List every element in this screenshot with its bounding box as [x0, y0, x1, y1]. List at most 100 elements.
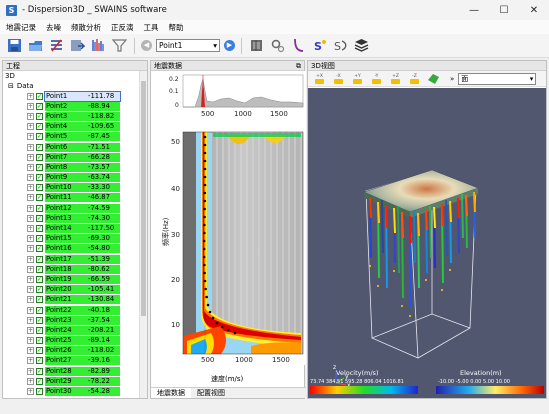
- 3d-viewport[interactable]: z y x Velocity(m/s) Elevation(m) 73.74 3…: [308, 88, 546, 398]
- tree-point-row[interactable]: + ✓ Point6 -71.51: [3, 142, 139, 152]
- tree-point-row[interactable]: + ✓ Point25 -89.14: [3, 336, 139, 346]
- waveform-icon[interactable]: [48, 37, 65, 54]
- point-select[interactable]: Point1 ▾: [156, 39, 220, 52]
- tree-point-row[interactable]: + ✓ Point10 -33.30: [3, 183, 139, 193]
- layers-tool-icon[interactable]: [248, 37, 265, 54]
- point-label[interactable]: Point21 -130.84: [45, 295, 120, 305]
- curve-tool-icon[interactable]: [290, 37, 307, 54]
- tree-point-row[interactable]: + ✓ Point12 -74.59: [3, 203, 139, 213]
- point-label[interactable]: Point2 -88.94: [45, 101, 120, 111]
- menu-tools[interactable]: 工具: [143, 22, 159, 32]
- tree-point-row[interactable]: + ✓ Point4 -109.65: [3, 122, 139, 132]
- point-checkbox[interactable]: ✓: [36, 153, 43, 161]
- next-point-icon[interactable]: ▶: [224, 40, 235, 51]
- point-label[interactable]: Point7 -66.28: [45, 152, 120, 162]
- menu-seismic-record[interactable]: 地震记录: [6, 22, 36, 32]
- tree-point-row[interactable]: + ✓ Point18 -80.62: [3, 264, 139, 274]
- expand-icon[interactable]: +: [27, 184, 34, 192]
- tree-point-row[interactable]: + ✓ Point29 -78.22: [3, 376, 139, 386]
- export-icon[interactable]: [69, 37, 86, 54]
- pick-tool-icon[interactable]: S: [311, 37, 328, 54]
- point-label[interactable]: Point30 -54.28: [45, 387, 120, 397]
- point-checkbox[interactable]: ✓: [36, 388, 43, 396]
- tree-point-row[interactable]: + ✓ Point7 -66.28: [3, 152, 139, 162]
- point-checkbox[interactable]: ✓: [36, 367, 43, 375]
- face-select[interactable]: 面 ▾: [458, 72, 537, 85]
- point-checkbox[interactable]: ✓: [36, 214, 43, 222]
- point-checkbox[interactable]: ✓: [36, 265, 43, 273]
- expand-icon[interactable]: +: [27, 286, 34, 294]
- tree-point-row[interactable]: + ✓ Point26 -118.02: [3, 346, 139, 356]
- point-checkbox[interactable]: ✓: [36, 163, 43, 171]
- expand-icon[interactable]: +: [27, 245, 34, 253]
- view-plus-x-button[interactable]: +X: [311, 72, 328, 85]
- point-checkbox[interactable]: ✓: [36, 316, 43, 324]
- tree-scrollbar[interactable]: [139, 71, 147, 398]
- spectrum-icon[interactable]: [90, 37, 107, 54]
- point-label[interactable]: Point9 -63.74: [45, 173, 120, 183]
- expand-icon[interactable]: +: [27, 123, 34, 131]
- point-label[interactable]: Point29 -78.22: [45, 376, 120, 386]
- point-label[interactable]: Point17 -51.39: [45, 254, 120, 264]
- point-label[interactable]: Point16 -54.80: [45, 244, 120, 254]
- settings-gear-icon[interactable]: [269, 37, 286, 54]
- expand-icon[interactable]: +: [27, 235, 34, 243]
- dispersion-image[interactable]: [182, 131, 304, 355]
- collapse-icon[interactable]: ⊟: [8, 82, 14, 90]
- tree-point-row[interactable]: + ✓ Point2 -88.94: [3, 101, 139, 111]
- tree-point-row[interactable]: + ✓ Point17 -51.39: [3, 254, 139, 264]
- point-label[interactable]: Point5 -87.45: [45, 132, 120, 142]
- view-plus-z-button[interactable]: +Z: [387, 72, 404, 85]
- point-label[interactable]: Point22 -40.18: [45, 305, 120, 315]
- tree-scrollbar-thumb[interactable]: [141, 81, 146, 316]
- point-label[interactable]: Point3 -118.82: [45, 111, 120, 121]
- tree-point-row[interactable]: + ✓ Point24 -208.21: [3, 325, 139, 335]
- tree-point-row[interactable]: + ✓ Point22 -40.18: [3, 305, 139, 315]
- point-label[interactable]: Point28 -82.89: [45, 366, 120, 376]
- point-label[interactable]: Point26 -118.02: [45, 346, 120, 356]
- menu-denoise[interactable]: 去噪: [46, 22, 61, 32]
- point-label[interactable]: Point27 -39.16: [45, 356, 120, 366]
- float-panel-icon[interactable]: ⧉: [296, 62, 301, 70]
- inversion-tool-icon[interactable]: S: [332, 37, 349, 54]
- tree-point-row[interactable]: + ✓ Point15 -69.30: [3, 234, 139, 244]
- point-label[interactable]: Point10 -33.30: [45, 183, 120, 193]
- view-minus-x-button[interactable]: -X: [330, 72, 347, 85]
- point-checkbox[interactable]: ✓: [36, 357, 43, 365]
- tree-point-row[interactable]: + ✓ Point13 -74.30: [3, 213, 139, 223]
- surface-icon[interactable]: [425, 70, 442, 87]
- point-label[interactable]: Point11 -46.87: [45, 193, 120, 203]
- filter-icon[interactable]: [111, 37, 128, 54]
- expand-icon[interactable]: +: [27, 102, 34, 110]
- tree-point-row[interactable]: + ✓ Point3 -118.82: [3, 111, 139, 121]
- point-checkbox[interactable]: ✓: [36, 143, 43, 151]
- point-label[interactable]: Point18 -80.62: [45, 264, 120, 274]
- tree-node-data[interactable]: ⊟ Data: [3, 81, 139, 91]
- point-checkbox[interactable]: ✓: [36, 235, 43, 243]
- view-plus-y-button[interactable]: +Y: [349, 72, 366, 85]
- point-checkbox[interactable]: ✓: [36, 255, 43, 263]
- point-label[interactable]: Point25 -89.14: [45, 336, 120, 346]
- tree-point-row[interactable]: + ✓ Point14 -117.50: [3, 223, 139, 234]
- expand-icon[interactable]: +: [27, 214, 34, 222]
- expand-icon[interactable]: +: [27, 255, 34, 263]
- expand-icon[interactable]: +: [27, 316, 34, 324]
- menu-dispersion-analysis[interactable]: 频散分析: [71, 22, 101, 32]
- expand-icon[interactable]: +: [27, 174, 34, 182]
- overflow-icon[interactable]: »: [450, 74, 455, 83]
- point-label[interactable]: Point19 -66.59: [45, 274, 120, 284]
- tree-point-row[interactable]: + ✓ Point19 -66.59: [3, 274, 139, 284]
- point-label[interactable]: Point8 -73.57: [45, 162, 120, 172]
- tree-point-row[interactable]: + ✓ Point16 -54.80: [3, 244, 139, 254]
- expand-icon[interactable]: +: [27, 133, 34, 141]
- point-label[interactable]: Point6 -71.51: [45, 142, 120, 152]
- expand-icon[interactable]: +: [27, 225, 34, 233]
- point-checkbox[interactable]: ✓: [36, 377, 43, 385]
- expand-icon[interactable]: +: [27, 275, 34, 283]
- expand-icon[interactable]: +: [27, 306, 34, 314]
- 3d-scene-svg[interactable]: z y x Velocity(m/s) Elevation(m) 73.74 3…: [308, 88, 546, 399]
- point-checkbox[interactable]: ✓: [36, 337, 43, 345]
- menu-help[interactable]: 帮助: [168, 22, 184, 32]
- point-checkbox[interactable]: ✓: [36, 275, 43, 283]
- tree-point-row[interactable]: + ✓ Point8 -73.57: [3, 162, 139, 172]
